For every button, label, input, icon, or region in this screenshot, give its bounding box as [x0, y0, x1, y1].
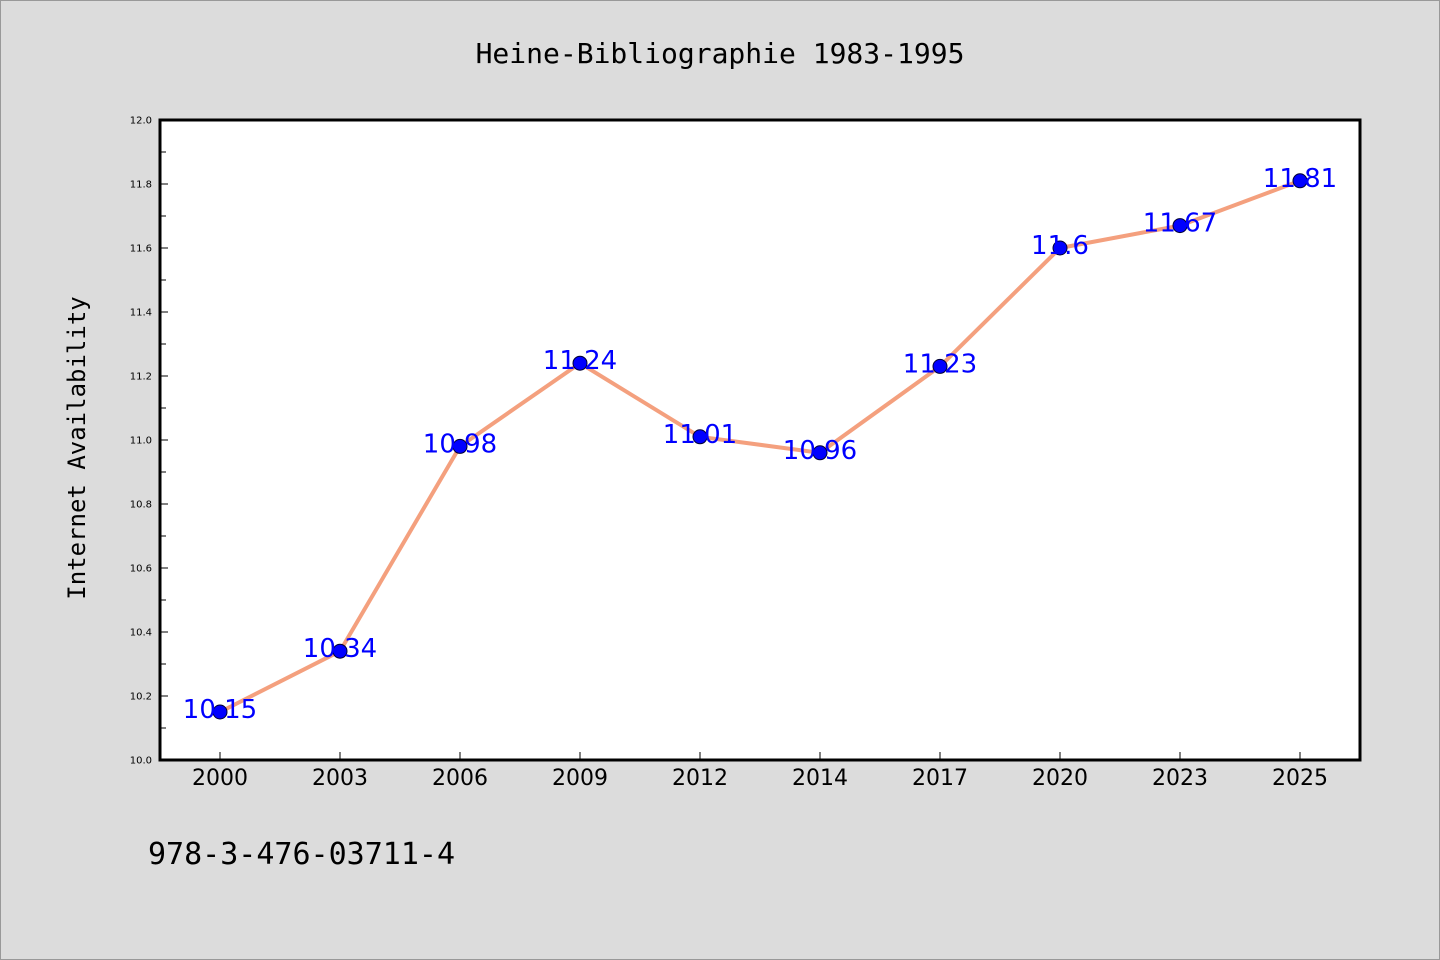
y-tick-label: 10.4: [130, 628, 152, 639]
data-point-marker: [1292, 173, 1308, 189]
y-tick-label: 10.8: [130, 500, 152, 511]
y-tick-label: 12.0: [130, 116, 152, 127]
data-label: 11.23: [903, 349, 977, 379]
y-axis-title: Internet Availability: [63, 296, 91, 599]
x-tick-label: 2003: [312, 766, 368, 791]
y-tick-label: 10.6: [130, 564, 152, 575]
x-tick-label: 2009: [552, 766, 608, 791]
y-tick-label: 10.2: [130, 692, 152, 703]
series-line: [218, 178, 1302, 714]
data-label: 11.6: [1031, 231, 1089, 261]
plot-border: [158, 118, 1362, 762]
data-labels-group: 10.15 10.34 10.98 11.24 11.01 10.96 11.23 11.6 1…: [183, 164, 1337, 725]
x-tick-label: 2014: [792, 766, 848, 791]
data-label: 10.96: [783, 436, 857, 466]
data-point-marker: [212, 704, 228, 720]
data-point-marker: [1052, 240, 1068, 256]
x-tick-label: 2000: [192, 766, 248, 791]
data-point-marker: [452, 438, 468, 454]
data-label: 11.81: [1263, 164, 1337, 194]
data-label: 10.34: [303, 634, 377, 664]
x-tick-label: 2023: [1152, 766, 1208, 791]
data-point-marker: [1172, 218, 1188, 234]
x-tick-label: 2025: [1272, 766, 1328, 791]
y-tick-label: 10.0: [130, 756, 152, 767]
data-label: 11.67: [1143, 209, 1217, 239]
plot-area: [160, 120, 1360, 760]
x-tick-label: 2017: [912, 766, 968, 791]
markers-group: [212, 173, 1308, 720]
series-line-group: [218, 178, 1302, 714]
y-tick-label: 11.2: [130, 372, 152, 383]
data-point-marker: [692, 429, 708, 445]
y-tick-label: 11.8: [130, 180, 152, 191]
isbn-footer: 978-3-476-03711-4: [148, 837, 455, 872]
x-tick-label: 2012: [672, 766, 728, 791]
x-axis: 2000 2003 2006 2009 2012 2014 2017 2020 2023 2025: [192, 752, 1328, 791]
chart-title: Heine-Bibliographie 1983-1995: [476, 37, 965, 70]
data-label: 11.24: [543, 346, 617, 376]
y-tick-label: 11.0: [130, 436, 152, 447]
data-point-marker: [812, 445, 828, 461]
x-tick-label: 2020: [1032, 766, 1088, 791]
x-tick-label: 2006: [432, 766, 488, 791]
data-label: 10.98: [423, 429, 497, 459]
y-tick-label: 11.6: [130, 244, 152, 255]
data-point-marker: [332, 643, 348, 659]
data-point-marker: [572, 355, 588, 371]
data-label: 11.01: [663, 420, 737, 450]
y-tick-label: 11.4: [130, 308, 152, 319]
data-point-marker: [932, 358, 948, 374]
data-label: 10.15: [183, 695, 257, 725]
